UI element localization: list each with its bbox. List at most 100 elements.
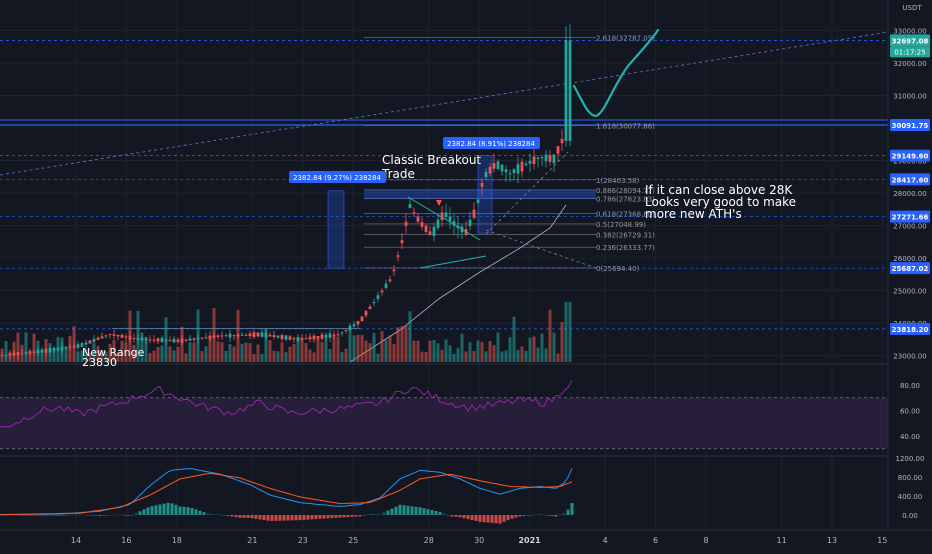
macd-histogram-bar <box>130 515 134 516</box>
price-axis[interactable] <box>888 0 932 550</box>
volume-bar <box>96 346 100 362</box>
candle-body <box>348 325 352 331</box>
macd-histogram-bar <box>490 515 494 523</box>
time-tick-label: 6 <box>653 536 658 545</box>
forecast-path-arrow[interactable] <box>572 28 660 118</box>
measure-label-1-bg <box>289 171 386 183</box>
triangle-lower-line[interactable] <box>419 255 487 269</box>
annotation-breakout[interactable]: Classic Breakout Trade <box>381 153 481 181</box>
candle-body <box>264 332 268 338</box>
volume-bar <box>76 351 80 362</box>
candle-body <box>176 339 180 342</box>
price-badge[interactable]: 32697.08 01:17:25 <box>890 34 930 58</box>
measure-label-2[interactable]: 2382.84 (8.91%) 238284 <box>443 137 540 149</box>
macd-histogram-bar <box>458 515 462 518</box>
candle-body <box>356 320 360 325</box>
candle-body <box>8 353 12 356</box>
candle-body <box>384 283 388 289</box>
candle-body <box>24 352 28 354</box>
fib-level-label: 0.886(28094.77) <box>596 187 655 195</box>
macd-histogram-bar <box>294 515 298 521</box>
macd-histogram-bar <box>510 515 514 519</box>
price-badge-bg <box>890 322 930 335</box>
volume-bar <box>416 340 420 362</box>
volume-bar <box>276 351 280 362</box>
candle-body <box>372 302 376 304</box>
volume-bar <box>224 350 228 362</box>
price-tick-label: 27000.00 <box>893 223 926 231</box>
candle-body <box>92 338 96 342</box>
macd-histogram-bar <box>486 515 490 523</box>
volume-bar <box>504 350 508 362</box>
price-badge[interactable]: 25687.02 <box>890 262 930 275</box>
volume-bar <box>440 349 444 362</box>
volume-bar <box>516 349 520 362</box>
time-tick-label: 8 <box>703 536 708 545</box>
macd-histogram-bar <box>318 515 322 519</box>
macd-histogram-bar <box>322 515 326 519</box>
candle-body <box>340 332 344 334</box>
currency-label[interactable]: USDT <box>902 4 922 12</box>
candle-body <box>32 351 36 353</box>
time-axis[interactable]: 114161821232528302021468111315 <box>0 536 888 545</box>
macd-histogram-bar <box>266 515 270 521</box>
volume-bar <box>304 343 308 362</box>
volume-bar <box>316 338 320 362</box>
macd-histogram-bar <box>394 506 398 515</box>
volume-bar <box>204 346 208 362</box>
drawing-tools[interactable] <box>407 28 660 269</box>
macd-histogram-bar <box>174 504 178 515</box>
candle-body <box>280 334 284 340</box>
candle-body <box>84 342 88 345</box>
macd-histogram-bar <box>358 515 362 517</box>
annotation-new-range-line-1: New Range <box>82 346 145 359</box>
macd-histogram-bar <box>34 515 38 516</box>
candle-body <box>160 337 164 343</box>
annotation-new-range[interactable]: New Range 23830 <box>82 346 145 369</box>
price-badge[interactable]: 23818.20 <box>890 322 930 335</box>
macd-histogram-bar <box>230 515 234 517</box>
price-badge-bg <box>890 173 930 186</box>
price-badge[interactable]: 29149.60 <box>890 149 930 162</box>
volume-bar <box>568 302 572 362</box>
volume-bar <box>468 342 472 362</box>
volume-bar <box>284 352 288 362</box>
volume-bar <box>64 346 68 362</box>
candle-body <box>168 339 172 341</box>
volume-bar <box>308 349 312 362</box>
volume-bar <box>148 352 152 362</box>
candle-body <box>108 333 112 335</box>
candle-body <box>332 334 336 336</box>
measure-label-1[interactable]: 2382.84 (9.27%) 238284 <box>289 171 386 183</box>
macd-histogram-bar <box>554 515 558 517</box>
fib-level-label: 0.236(26333.77) <box>596 244 655 252</box>
macd-histogram-bar <box>270 515 274 521</box>
price-badge[interactable]: 28417.60 <box>890 173 930 186</box>
triangle-upper-line[interactable] <box>407 196 481 241</box>
candle-body <box>304 338 308 340</box>
volume-bar <box>368 343 372 362</box>
macd-histogram-bar <box>566 509 570 515</box>
price-candles[interactable] <box>0 24 572 360</box>
volume-bar <box>208 336 212 362</box>
price-badge[interactable]: 30091.75 <box>890 119 930 132</box>
price-badge-label: 27271.66 <box>892 214 929 222</box>
annotation-close-above[interactable]: If it can close above 28K Looks very goo… <box>645 183 796 221</box>
macd-histogram-bar <box>410 506 414 515</box>
price-tick-label: 25000.00 <box>893 288 926 296</box>
macd-histogram-bar <box>86 515 90 516</box>
volume-bar <box>432 340 436 362</box>
volume-bar <box>444 339 448 362</box>
volume-bar <box>80 350 84 362</box>
candle-body <box>224 335 228 337</box>
macd-histogram-bar <box>418 507 422 515</box>
price-badge[interactable]: 27271.66 <box>890 210 930 223</box>
macd-histogram-bar <box>114 514 118 516</box>
fib-level-label: 0.618(27368.60) <box>596 211 655 219</box>
candle-body <box>432 226 436 237</box>
volume-bar <box>312 352 316 362</box>
macd-histogram-bar <box>546 515 550 516</box>
candle-body <box>328 333 332 338</box>
